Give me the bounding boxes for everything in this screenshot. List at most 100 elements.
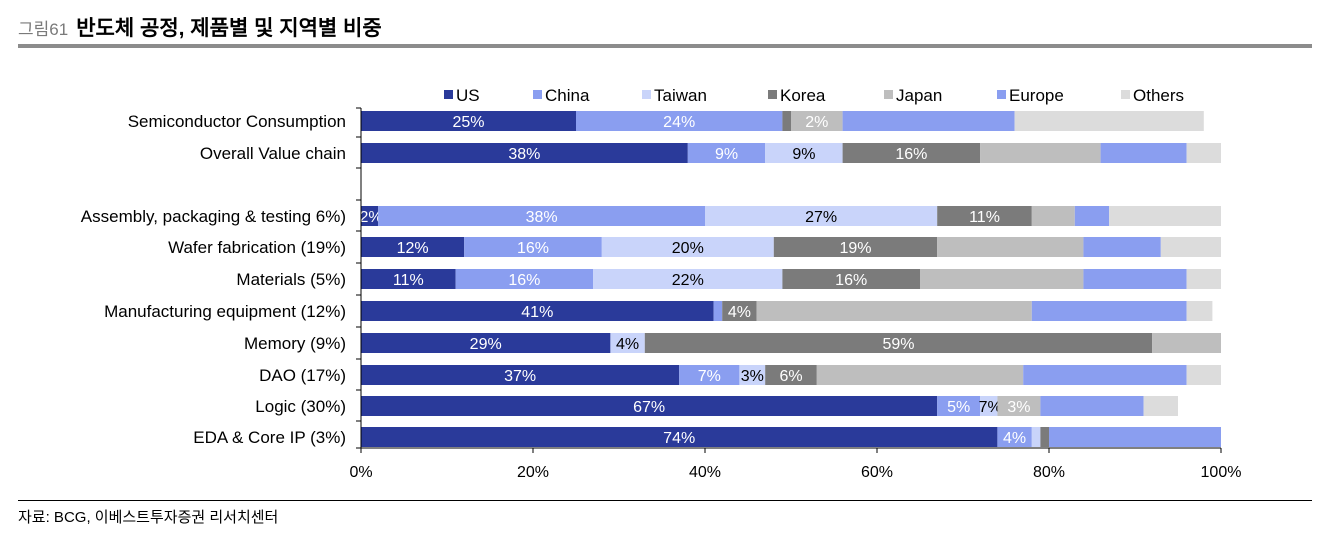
bar-segment-others xyxy=(1186,269,1221,289)
category-label: Semiconductor Consumption xyxy=(128,112,346,131)
bar-segment-us xyxy=(361,427,998,447)
legend-swatch xyxy=(997,90,1006,99)
bar-segment-others xyxy=(1014,111,1204,131)
legend-swatch xyxy=(533,90,542,99)
legend-item-others: Others xyxy=(1121,86,1184,105)
category-label: Memory (9%) xyxy=(244,334,346,353)
data-label: 12% xyxy=(397,240,429,257)
bar-segment-taiwan xyxy=(601,237,774,257)
bar-segment-korea xyxy=(1040,427,1049,447)
x-tick-label: 60% xyxy=(861,464,893,481)
data-label: 16% xyxy=(895,146,927,163)
bar-segment-others xyxy=(1186,301,1213,321)
bar-segment-korea xyxy=(722,301,757,321)
bar-segment-japan xyxy=(920,269,1084,289)
bar-segment-europe xyxy=(842,111,1015,131)
category-label: Assembly, packaging & testing 6%) xyxy=(81,207,346,226)
bar-segment-china xyxy=(713,301,723,321)
bar-segment-europe xyxy=(1040,396,1144,416)
data-label: 2% xyxy=(359,209,382,226)
bar-segment-china xyxy=(455,269,594,289)
data-label: 2% xyxy=(805,114,828,131)
bar-segment-us xyxy=(361,237,465,257)
data-label: 7% xyxy=(979,399,1002,416)
bar-segment-china xyxy=(378,206,705,226)
legend-item-japan: Japan xyxy=(884,86,942,105)
bar-segment-europe xyxy=(1074,206,1110,226)
bar-segment-taiwan xyxy=(739,365,766,385)
data-label: 37% xyxy=(504,368,536,385)
data-label: 4% xyxy=(728,304,751,321)
bar-segment-others xyxy=(1143,396,1178,416)
bar-segment-us xyxy=(361,143,688,163)
bar-segment-us xyxy=(361,333,611,353)
data-label: 22% xyxy=(672,272,704,289)
legend-item-us: US xyxy=(444,86,480,105)
bar-segment-korea xyxy=(644,333,1153,353)
data-label: 59% xyxy=(882,336,914,353)
bar-segment-taiwan xyxy=(1031,427,1041,447)
bar-segment-taiwan xyxy=(765,143,843,163)
bar-segment-korea xyxy=(773,237,938,257)
data-label: 9% xyxy=(792,146,815,163)
data-label: 4% xyxy=(616,336,639,353)
source-note: 자료: BCG, 이베스트투자증권 리서치센터 xyxy=(18,509,279,526)
legend-label: Taiwan xyxy=(654,86,707,105)
legend-item-taiwan: Taiwan xyxy=(642,86,707,105)
bar-segment-japan xyxy=(1152,333,1221,353)
legend-swatch xyxy=(884,90,893,99)
bar-segment-europe xyxy=(1100,143,1187,163)
bar-segment-others xyxy=(1160,237,1221,257)
data-label: 24% xyxy=(663,114,695,131)
category-label: Materials (5%) xyxy=(236,270,346,289)
data-label: 29% xyxy=(470,336,502,353)
bar-segment-us xyxy=(361,365,680,385)
bar-segment-china xyxy=(679,365,740,385)
chart-title: 반도체 공정, 제품별 및 지역별 비중 xyxy=(76,17,382,40)
bar-segment-us xyxy=(361,111,576,131)
footer-divider xyxy=(18,500,1312,501)
bar-segment-europe xyxy=(1083,269,1187,289)
bar-segment-korea xyxy=(937,206,1032,226)
category-label: Wafer fabrication (19%) xyxy=(168,238,346,257)
bar-segment-taiwan xyxy=(593,269,783,289)
data-label: 16% xyxy=(508,272,540,289)
data-label: 4% xyxy=(1003,430,1026,447)
legend-label: Europe xyxy=(1009,86,1064,105)
bar-segment-others xyxy=(1186,143,1221,163)
bar-segment-korea xyxy=(782,111,791,131)
legend-label: US xyxy=(456,86,480,105)
data-label: 67% xyxy=(633,399,665,416)
legend-swatch xyxy=(444,90,453,99)
figure-title-row: 그림61 반도체 공정, 제품별 및 지역별 비중 xyxy=(18,12,382,42)
bar-segment-taiwan xyxy=(610,333,645,353)
legend-label: China xyxy=(545,86,590,105)
data-label: 11% xyxy=(393,272,424,289)
legend-swatch xyxy=(768,90,777,99)
bar-segment-japan xyxy=(980,143,1101,163)
data-label: 38% xyxy=(526,209,558,226)
bar-segment-europe xyxy=(1049,427,1221,447)
stacked-bar-chart: US China Taiwan Korea Japan Europe Others Semic… xyxy=(81,86,1242,481)
data-label: 41% xyxy=(521,304,553,321)
bar-segment-china xyxy=(576,111,783,131)
bar-segment-others xyxy=(1186,365,1221,385)
legend-label: Japan xyxy=(896,86,942,105)
bar-segment-china xyxy=(687,143,766,163)
bar-segment-china xyxy=(997,427,1032,447)
data-label: 3% xyxy=(741,368,764,385)
bar-segment-japan xyxy=(937,237,1084,257)
bar-segment-china xyxy=(937,396,981,416)
data-label: 3% xyxy=(1007,399,1030,416)
data-label: 16% xyxy=(835,272,867,289)
data-label: 7% xyxy=(698,368,721,385)
bar-segment-us xyxy=(361,269,456,289)
legend-item-china: China xyxy=(533,86,590,105)
bar-segment-taiwan xyxy=(705,206,938,226)
bar-segment-japan xyxy=(756,301,1032,321)
bar-segment-japan xyxy=(816,365,1024,385)
figure-number: 그림61 xyxy=(18,20,69,39)
data-label: 5% xyxy=(947,399,970,416)
bar-segment-europe xyxy=(1023,365,1187,385)
category-label: EDA & Core IP (3%) xyxy=(193,428,346,447)
